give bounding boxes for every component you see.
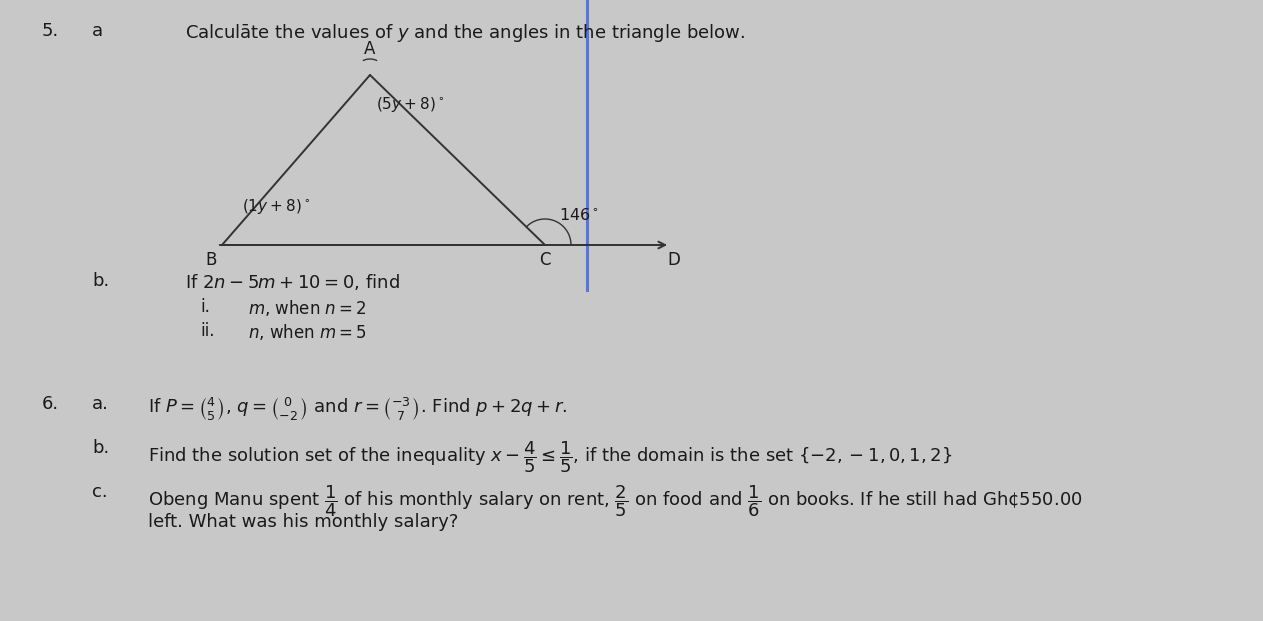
Text: a.: a.: [92, 395, 109, 413]
Text: C: C: [539, 251, 551, 269]
Text: ii.: ii.: [200, 322, 215, 340]
Text: A: A: [364, 40, 375, 58]
Text: $(1y + 8)^\circ$: $(1y + 8)^\circ$: [242, 197, 311, 216]
Text: $m$, when $n = 2$: $m$, when $n = 2$: [248, 298, 366, 318]
Text: D: D: [668, 251, 681, 269]
Text: 5.: 5.: [42, 22, 59, 40]
Text: Calculāte the values of $y$ and the angles in the triangle below.: Calculāte the values of $y$ and the angl…: [184, 22, 745, 44]
Text: a: a: [92, 22, 104, 40]
Text: Find the solution set of the inequality $x - \dfrac{4}{5} \leq \dfrac{1}{5}$, if: Find the solution set of the inequality …: [148, 439, 952, 474]
Text: If $2n - 5m + 10 = 0$, find: If $2n - 5m + 10 = 0$, find: [184, 272, 400, 292]
Text: i.: i.: [200, 298, 210, 316]
Text: c.: c.: [92, 483, 107, 501]
Text: $146^\circ$: $146^\circ$: [560, 207, 599, 223]
Text: left. What was his monthly salary?: left. What was his monthly salary?: [148, 513, 458, 531]
Text: $n$, when $m = 5$: $n$, when $m = 5$: [248, 322, 368, 342]
Text: b.: b.: [92, 439, 110, 457]
Text: $(5y + 8)^\circ$: $(5y + 8)^\circ$: [376, 95, 445, 114]
Text: b.: b.: [92, 272, 110, 290]
Text: B: B: [206, 251, 217, 269]
Text: If $P = \binom{4}{5}$, $q = \binom{0}{-2}$ and $r = \binom{-3}{7}$. Find $p + 2q: If $P = \binom{4}{5}$, $q = \binom{0}{-2…: [148, 395, 567, 422]
Text: Obeng Manu spent $\dfrac{1}{4}$ of his monthly salary on rent, $\dfrac{2}{5}$ on: Obeng Manu spent $\dfrac{1}{4}$ of his m…: [148, 483, 1082, 519]
Text: 6.: 6.: [42, 395, 59, 413]
